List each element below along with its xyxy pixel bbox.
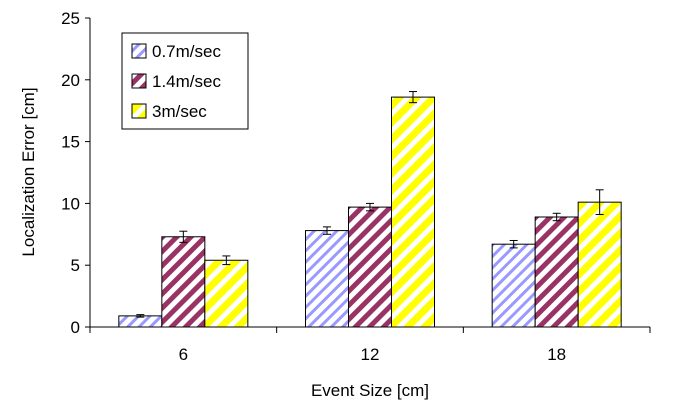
- x-tick-label-1: 12: [361, 345, 380, 364]
- bar-18-0: [491, 243, 536, 328]
- x-tick-label-2: 18: [547, 345, 566, 364]
- bar-12-0: [305, 230, 349, 328]
- legend-label-1: 1.4m/sec: [152, 72, 221, 91]
- y-axis-ticks: 0 5 10 15 20 25: [61, 9, 90, 337]
- error-bars: [136, 91, 604, 318]
- legend-swatch-0: [131, 43, 147, 59]
- legend: 0.7m/sec 1.4m/sec 3m/sec: [121, 32, 249, 130]
- bar-12-1: [348, 206, 392, 328]
- legend-swatch-1: [131, 73, 147, 89]
- y-tick-label-0: 0: [71, 318, 80, 337]
- bar-18-1: [534, 216, 579, 328]
- y-tick-label-2: 10: [61, 194, 80, 213]
- x-axis-title: Event Size [cm]: [311, 381, 429, 400]
- x-axis-ticks: 6 12 18: [89, 327, 651, 364]
- bar-6-2: [204, 259, 249, 328]
- legend-label-0: 0.7m/sec: [152, 42, 221, 61]
- y-tick-label-3: 15: [61, 133, 80, 152]
- x-tick-label-0: 6: [179, 345, 188, 364]
- bar-18-2: [577, 201, 622, 328]
- bars: [118, 96, 622, 328]
- legend-swatch-2: [131, 103, 147, 119]
- y-tick-label-1: 5: [71, 256, 80, 275]
- y-tick-label-4: 20: [61, 71, 80, 90]
- bar-12-2: [391, 96, 435, 328]
- y-axis-title: Localization Error [cm]: [19, 87, 38, 256]
- legend-label-2: 3m/sec: [152, 102, 207, 121]
- bar-6-1: [161, 236, 206, 328]
- y-tick-label-5: 25: [61, 9, 80, 28]
